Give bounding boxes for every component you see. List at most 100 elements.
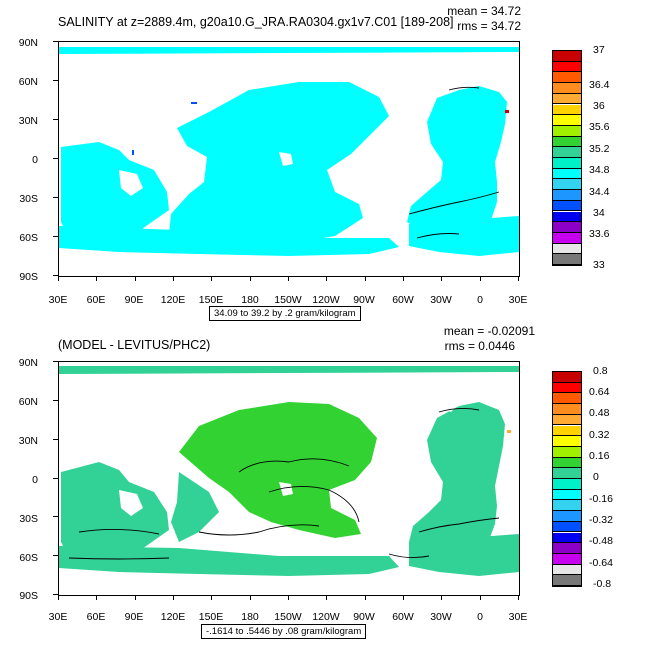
colorbar-swatch <box>553 468 581 479</box>
colorbar-swatch <box>553 72 581 84</box>
x-tick-label: 0 <box>477 611 483 623</box>
colorbar-label: -0.32 <box>589 514 613 526</box>
chart-title: SALINITY at z=2889.4m, g20a10.G_JRA.RA03… <box>58 15 454 29</box>
colorbar-swatch <box>553 404 581 415</box>
x-tick-label: 90W <box>353 611 375 623</box>
colorbar-label: 33.6 <box>589 228 610 240</box>
y-tick-mark <box>53 400 58 401</box>
colorbar-swatch <box>553 211 581 223</box>
colorbar-swatch <box>553 446 581 458</box>
y-tick-mark <box>53 594 58 595</box>
y-tick-label: 90S <box>19 271 38 283</box>
x-tick-mark <box>211 276 212 281</box>
x-tick-label: 60E <box>86 294 106 306</box>
y-tick-label: 60S <box>19 232 38 244</box>
x-tick-label: 150E <box>198 294 224 306</box>
x-tick-mark <box>518 595 519 600</box>
x-tick-label: 60W <box>392 611 414 623</box>
colorbar-label: -0.48 <box>589 535 613 547</box>
y-tick-mark <box>53 80 58 81</box>
x-tick-mark <box>96 595 97 600</box>
colorbar-label: 34.8 <box>589 164 610 176</box>
y-tick-mark <box>53 119 58 120</box>
x-tick-mark <box>480 276 481 281</box>
colorbar-label: 37 <box>593 44 605 56</box>
y-tick-label: 0 <box>32 154 38 166</box>
colorbar-swatch <box>553 179 581 191</box>
colorbar-swatch <box>553 575 581 586</box>
colorbar-label: 0 <box>593 471 599 483</box>
x-tick-label: 90E <box>124 611 144 623</box>
x-tick-label: 150W <box>274 294 302 306</box>
low-salinity-speck <box>132 150 134 155</box>
colorbar-swatch <box>553 104 581 116</box>
colorbar-swatch <box>553 254 581 265</box>
colorbar-label: 36.4 <box>589 79 610 91</box>
colorbar-label: 35.6 <box>589 121 610 133</box>
y-tick-mark <box>53 361 58 362</box>
map-plot-area <box>58 361 520 596</box>
y-tick-label: 0 <box>32 474 38 486</box>
x-tick-mark <box>173 595 174 600</box>
x-tick-mark <box>365 595 366 600</box>
y-tick-mark <box>53 478 58 479</box>
y-tick-mark <box>53 555 58 556</box>
x-tick-mark <box>58 595 59 600</box>
colorbar-swatch <box>553 532 581 544</box>
colorbar-swatch <box>553 457 581 469</box>
y-tick-mark <box>53 197 58 198</box>
colorbar-swatch <box>553 125 581 137</box>
x-tick-label: 90W <box>353 294 375 306</box>
colorbar-label: 0.8 <box>593 365 608 377</box>
colorbar-label: -0.64 <box>589 557 613 569</box>
y-tick-label: 90S <box>19 590 38 602</box>
y-tick-label: 60N <box>18 396 38 408</box>
colorbar-swatch <box>553 190 581 201</box>
ocean-difference-map <box>59 366 519 576</box>
x-tick-mark <box>173 276 174 281</box>
x-tick-label: 120E <box>160 294 186 306</box>
y-tick-mark <box>53 439 58 440</box>
colorbar-swatch <box>553 83 581 94</box>
colorbar-label: -0.8 <box>593 578 612 590</box>
colorbar-swatch <box>553 382 581 394</box>
x-tick-label: 30W <box>430 611 452 623</box>
contour-lines <box>68 407 500 560</box>
colorbar-swatch <box>553 521 581 533</box>
rms-label: rms = 34.72 <box>457 19 521 33</box>
colorbar-label: 34.4 <box>589 186 610 198</box>
x-tick-label: 120W <box>312 611 340 623</box>
x-tick-mark <box>441 595 442 600</box>
x-tick-mark <box>250 595 251 600</box>
ocean-fill-positive <box>179 402 377 538</box>
x-tick-mark <box>365 276 366 281</box>
x-tick-mark <box>58 276 59 281</box>
land-mask <box>119 76 459 196</box>
colorbar-swatch <box>553 61 581 73</box>
colorbar-label: 0.32 <box>589 429 610 441</box>
rms-label: rms = 0.0446 <box>444 339 515 353</box>
y-tick-label: 90N <box>18 37 38 49</box>
colorbar-swatch <box>553 500 581 512</box>
x-tick-label: 90E <box>124 294 144 306</box>
y-tick-label: 30S <box>19 193 38 205</box>
x-tick-mark <box>403 276 404 281</box>
colorbar-label: 0.16 <box>589 450 610 462</box>
x-tick-label: 30E <box>48 611 68 623</box>
colorbar-swatch <box>553 232 581 244</box>
x-tick-mark <box>441 276 442 281</box>
colorbar-label: 33 <box>593 259 605 271</box>
x-tick-mark <box>96 276 97 281</box>
colorbar-swatch <box>553 115 581 126</box>
x-tick-label: 120W <box>312 294 340 306</box>
colorbar-label: 34 <box>593 207 605 219</box>
x-tick-mark <box>403 595 404 600</box>
colorbar-label: 0.48 <box>589 407 610 419</box>
y-tick-mark <box>53 41 58 42</box>
y-tick-label: 90N <box>18 357 38 369</box>
colorbar-swatch <box>553 489 581 501</box>
x-tick-mark <box>250 276 251 281</box>
x-tick-mark <box>480 595 481 600</box>
colorbar <box>552 371 582 587</box>
ocean-fill-negative <box>59 366 519 576</box>
